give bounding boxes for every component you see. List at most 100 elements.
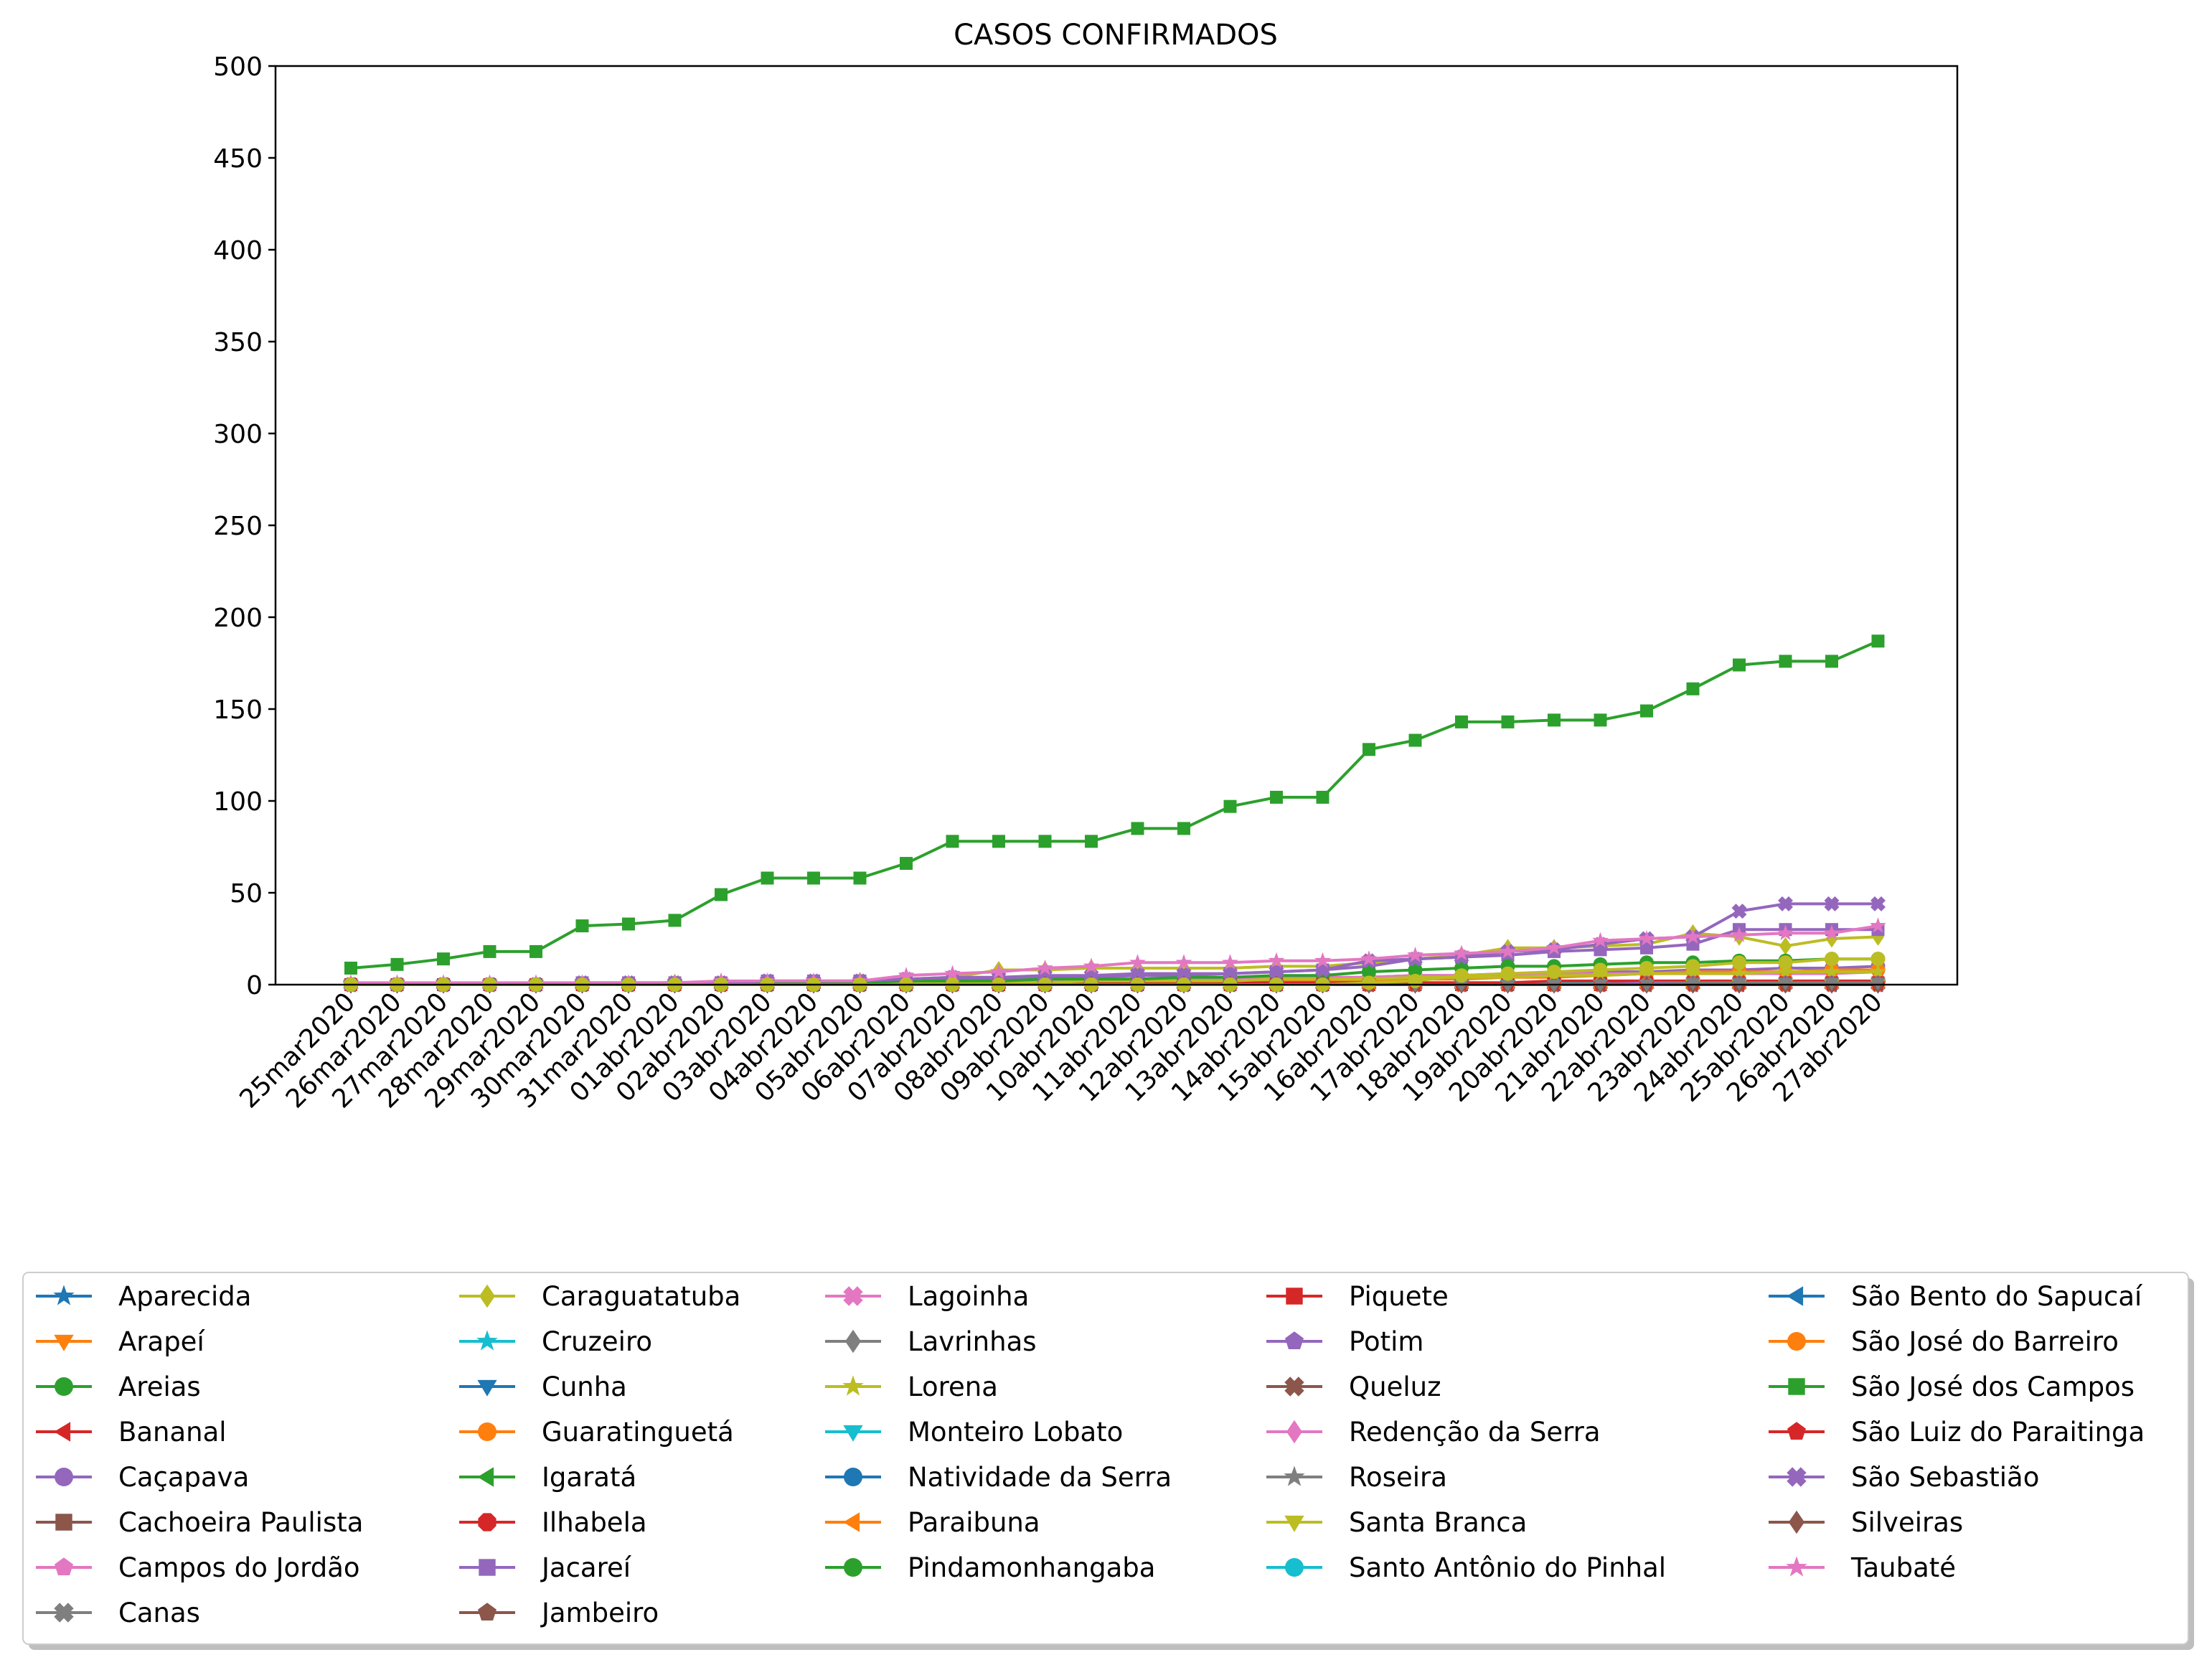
- legend-item: Santa Branca: [1266, 1507, 1527, 1538]
- legend-marker: [478, 1422, 496, 1441]
- data-point: [944, 965, 961, 981]
- data-point: [1824, 896, 1840, 911]
- series-line: [351, 924, 1878, 985]
- legend-label: Caraguatatuba: [542, 1281, 740, 1312]
- data-point: [483, 944, 496, 958]
- legend-label: São Sebastião: [1851, 1462, 2039, 1493]
- data-point: [807, 871, 820, 885]
- data-point: [1823, 924, 1840, 940]
- y-tick-label: 0: [246, 971, 263, 1000]
- legend-label: Queluz: [1349, 1371, 1441, 1402]
- data-point: [1455, 715, 1468, 728]
- legend-item: Redenção da Serra: [1266, 1417, 1601, 1448]
- data-point: [1316, 790, 1329, 804]
- legend-label: Santa Branca: [1349, 1507, 1527, 1538]
- legend-marker: [53, 1285, 75, 1305]
- data-point: [1177, 822, 1190, 835]
- y-tick-label: 350: [213, 328, 263, 357]
- legend-item: Natividade da Serra: [825, 1462, 1172, 1493]
- legend-item: Areias: [36, 1371, 201, 1402]
- legend-label: Taubaté: [1850, 1552, 1956, 1583]
- legend-item: Lavrinhas: [825, 1326, 1037, 1357]
- legend-marker: [477, 1467, 494, 1487]
- legend-label: Caçapava: [118, 1462, 249, 1493]
- y-tick-label: 450: [213, 144, 263, 174]
- legend-item: São Sebastião: [1769, 1462, 2039, 1493]
- legend-item: Lagoinha: [825, 1281, 1029, 1312]
- data-point: [1363, 743, 1375, 756]
- data-point: [1037, 960, 1053, 975]
- data-point: [668, 914, 682, 927]
- data-point: [1546, 980, 1562, 993]
- legend-label: Aparecida: [118, 1281, 251, 1312]
- data-point: [1270, 790, 1283, 804]
- legend-item: Cruzeiro: [459, 1326, 652, 1357]
- legend-marker: [1787, 1286, 1804, 1306]
- legend-label: Cunha: [542, 1371, 627, 1402]
- legend-item: Ilhabela: [459, 1507, 647, 1538]
- legend-label: Pindamonhangaba: [908, 1552, 1155, 1583]
- legend-marker: [55, 1514, 72, 1531]
- legend-label: Cachoeira Paulista: [118, 1507, 363, 1538]
- legend-marker: [476, 1330, 498, 1351]
- legend-label: Potim: [1349, 1326, 1423, 1357]
- legend-item: São Bento do Sapucaí: [1769, 1281, 2143, 1312]
- legend-label: Roseira: [1349, 1462, 1447, 1493]
- legend-marker: [1787, 1332, 1806, 1351]
- data-point: [1870, 917, 1886, 933]
- legend-label: Lavrinhas: [908, 1326, 1037, 1357]
- data-point: [1779, 937, 1792, 955]
- data-point: [1175, 954, 1192, 970]
- data-point: [1268, 952, 1285, 968]
- y-tick-label: 250: [213, 512, 263, 541]
- legend-label: Cruzeiro: [542, 1326, 652, 1357]
- legend-marker: [845, 1329, 861, 1354]
- legend-marker: [1284, 1465, 1305, 1486]
- legend-marker: [478, 1513, 496, 1532]
- legend-marker: [1284, 1376, 1304, 1397]
- data-point: [853, 871, 867, 885]
- data-point: [1408, 973, 1423, 988]
- legend-label: São Bento do Sapucaí: [1851, 1281, 2143, 1312]
- legend-marker: [1788, 1510, 1805, 1534]
- data-point: [1223, 966, 1238, 982]
- data-point: [1593, 980, 1608, 993]
- data-point: [1685, 928, 1701, 944]
- data-point: [1129, 954, 1146, 970]
- data-point: [1685, 959, 1700, 974]
- data-point: [1269, 964, 1284, 980]
- chart-title: CASOS CONFIRMADOS: [954, 19, 1278, 52]
- legend-item: Roseira: [1266, 1462, 1447, 1493]
- legend-marker: [479, 1284, 495, 1308]
- data-point: [1870, 952, 1886, 967]
- series-line: [350, 639, 1879, 970]
- data-point: [1594, 713, 1607, 727]
- y-tick-label: 200: [213, 604, 263, 633]
- data-point: [1038, 835, 1052, 848]
- y-tick-label: 100: [213, 787, 263, 817]
- legend-label: Igaratá: [542, 1462, 636, 1493]
- legend-label: Natividade da Serra: [908, 1462, 1172, 1493]
- legend-label: Redenção da Serra: [1349, 1417, 1601, 1448]
- legend-item: Aparecida: [36, 1281, 251, 1312]
- legend-marker: [843, 1286, 863, 1306]
- data-point: [1779, 655, 1792, 668]
- legend-marker: [844, 1468, 862, 1486]
- legend-item: São José dos Campos: [1769, 1371, 2135, 1402]
- data-point: [1870, 896, 1886, 911]
- y-tick-label: 400: [213, 236, 263, 266]
- legend-marker: [55, 1557, 73, 1575]
- legend-box: [22, 1272, 2189, 1645]
- legend-item: Guaratinguetá: [459, 1417, 734, 1448]
- legend-item: Caraguatatuba: [459, 1281, 740, 1312]
- legend-marker: [842, 1375, 864, 1396]
- legend-marker: [1285, 1331, 1304, 1349]
- data-point: [1686, 682, 1700, 695]
- legend-item: Jambeiro: [459, 1598, 659, 1628]
- legend-label: São José dos Campos: [1851, 1371, 2135, 1402]
- data-point: [1777, 963, 1794, 979]
- data-point: [1362, 965, 1376, 980]
- data-point: [1362, 975, 1376, 990]
